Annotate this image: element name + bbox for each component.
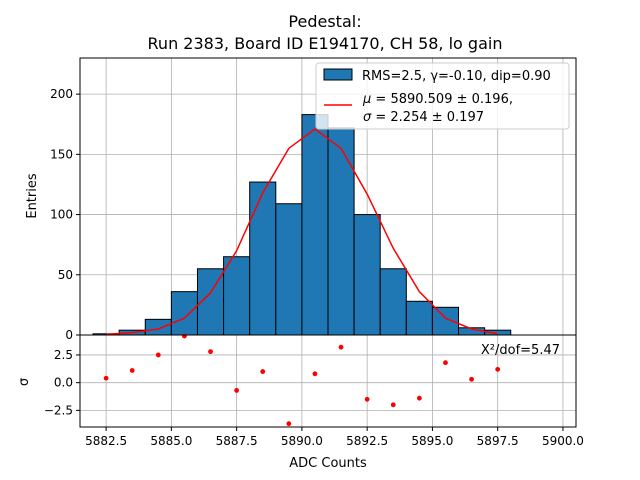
histogram-bar [301,114,329,336]
histogram-bar [275,203,303,336]
top-y-tick-label: 150 [50,147,73,161]
top-y-axis-label: Entries [25,173,40,219]
bottom-y-tick-label: 0.0 [54,376,73,390]
histogram-bar [223,256,251,336]
x-tick-label: 5895.0 [411,434,453,448]
x-tick-label: 5885.0 [150,434,192,448]
residual-point [129,368,135,373]
residual-point [312,371,318,377]
histogram-bar [379,268,407,336]
histogram-bar [144,318,172,336]
histogram-bar [249,181,277,336]
histogram-bar [327,127,355,336]
histogram-bar [170,291,198,336]
residual-point [103,375,109,381]
x-tick-label: 5892.5 [346,434,388,448]
legend-fit-mu-text: = 5890.509 ± 0.196, [371,92,513,107]
chi2-annotation: X²/dof=5.47 [481,343,560,358]
bottom-y-axis-label: σ [17,378,32,386]
bottom-y-tick-label: −2.5 [44,403,73,417]
legend: RMS=2.5, γ=-0.10, dip=0.90 μ = 5890.509 … [315,62,570,130]
histogram-bar [353,214,381,336]
residual-point [390,402,396,408]
residual-point [208,349,213,355]
x-tick-label: 5900.0 [542,434,584,448]
residual-point [443,360,448,366]
residual-point [155,352,161,358]
histogram-bar [405,300,433,336]
residual-point [260,369,266,374]
legend-fit-mu-symbol: μ [362,92,371,107]
residual-point [234,388,240,393]
chart-title-line2: Run 2383, Board ID E194170, CH 58, lo ga… [148,34,503,53]
chart-title-line1: Pedestal: [288,12,361,31]
top-y-tick-label: 50 [58,268,73,282]
legend-fit-mu: μ = 5890.509 ± 0.196, [362,92,513,107]
legend-hist-swatch [323,68,353,81]
residual-point [182,333,187,339]
top-y-tick-label: 100 [50,208,73,222]
legend-hist-label: RMS=2.5, γ=-0.10, dip=0.90 [362,69,551,84]
x-tick-label: 5890.0 [281,434,323,448]
bottom-axes-frame [79,334,577,428]
x-ticks: 5882.5 5885.0 5887.5 5890.0 5892.5 5895.0 5897… [85,427,584,448]
x-tick-label: 5897.5 [477,434,519,448]
legend-frame [315,62,570,130]
legend-fit-sigma-symbol: σ [363,110,372,125]
residual-point [338,344,344,350]
top-y-tick-label: 0 [65,328,73,342]
legend-fit-sigma: σ = 2.254 ± 0.197 [363,110,484,125]
residual-point [286,421,292,427]
residual-point [364,396,370,402]
bottom-y-tick-label: 2.5 [54,348,73,362]
residual-point [495,366,501,372]
legend-fit-sigma-text: = 2.254 ± 0.197 [371,110,484,125]
residual-point [469,376,474,382]
fit-curve [106,128,498,336]
x-tick-label: 5882.5 [85,434,127,448]
x-tick-label: 5887.5 [216,434,258,448]
x-axis-label: ADC Counts [289,456,367,471]
residual-point [416,395,422,401]
top-y-tick-label: 200 [50,87,73,101]
bottom-axes: −2.5 0.0 2.5 [44,333,577,428]
